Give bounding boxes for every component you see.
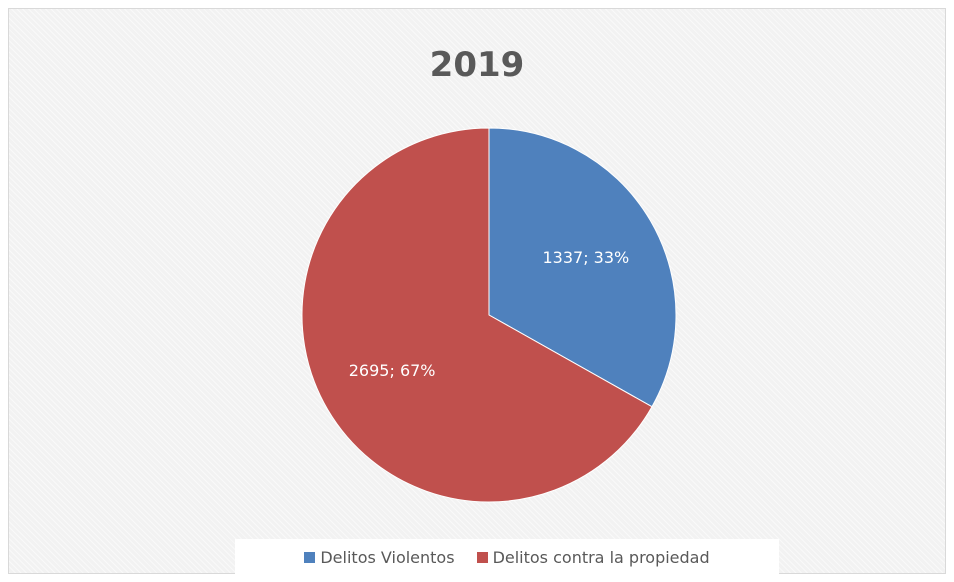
- legend-item-delitos-violentos: Delitos Violentos: [304, 547, 455, 567]
- pie-slice-delitos-contra-la-propiedad: [301, 127, 653, 503]
- pie-data-labels: 1337; 33% 2695; 67%: [349, 248, 629, 380]
- chart-title: 2019: [429, 45, 525, 85]
- legend-swatch-delitos-violentos: [304, 551, 316, 563]
- legend-item-delitos-contra-la-propiedad: Delitos contra la propiedad: [476, 547, 710, 567]
- legend-swatch-delitos-contra-la-propiedad: [476, 551, 488, 563]
- pie-chart: 1337; 33% 2695; 67%: [301, 127, 677, 503]
- legend-label-delitos-contra-la-propiedad: Delitos contra la propiedad: [492, 547, 710, 567]
- pie-slice-delitos-violentos: [488, 127, 677, 408]
- chart-area: 2019 1337; 33% 2695; 67% Delitos Violento…: [8, 8, 946, 575]
- data-label-delitos-violentos: 1337; 33%: [542, 248, 629, 267]
- pie-slices: [301, 127, 677, 503]
- legend: Delitos Violentos Delitos contra la prop…: [235, 539, 779, 575]
- data-label-delitos-contra-la-propiedad: 2695; 67%: [349, 361, 436, 380]
- legend-label-delitos-violentos: Delitos Violentos: [320, 547, 455, 567]
